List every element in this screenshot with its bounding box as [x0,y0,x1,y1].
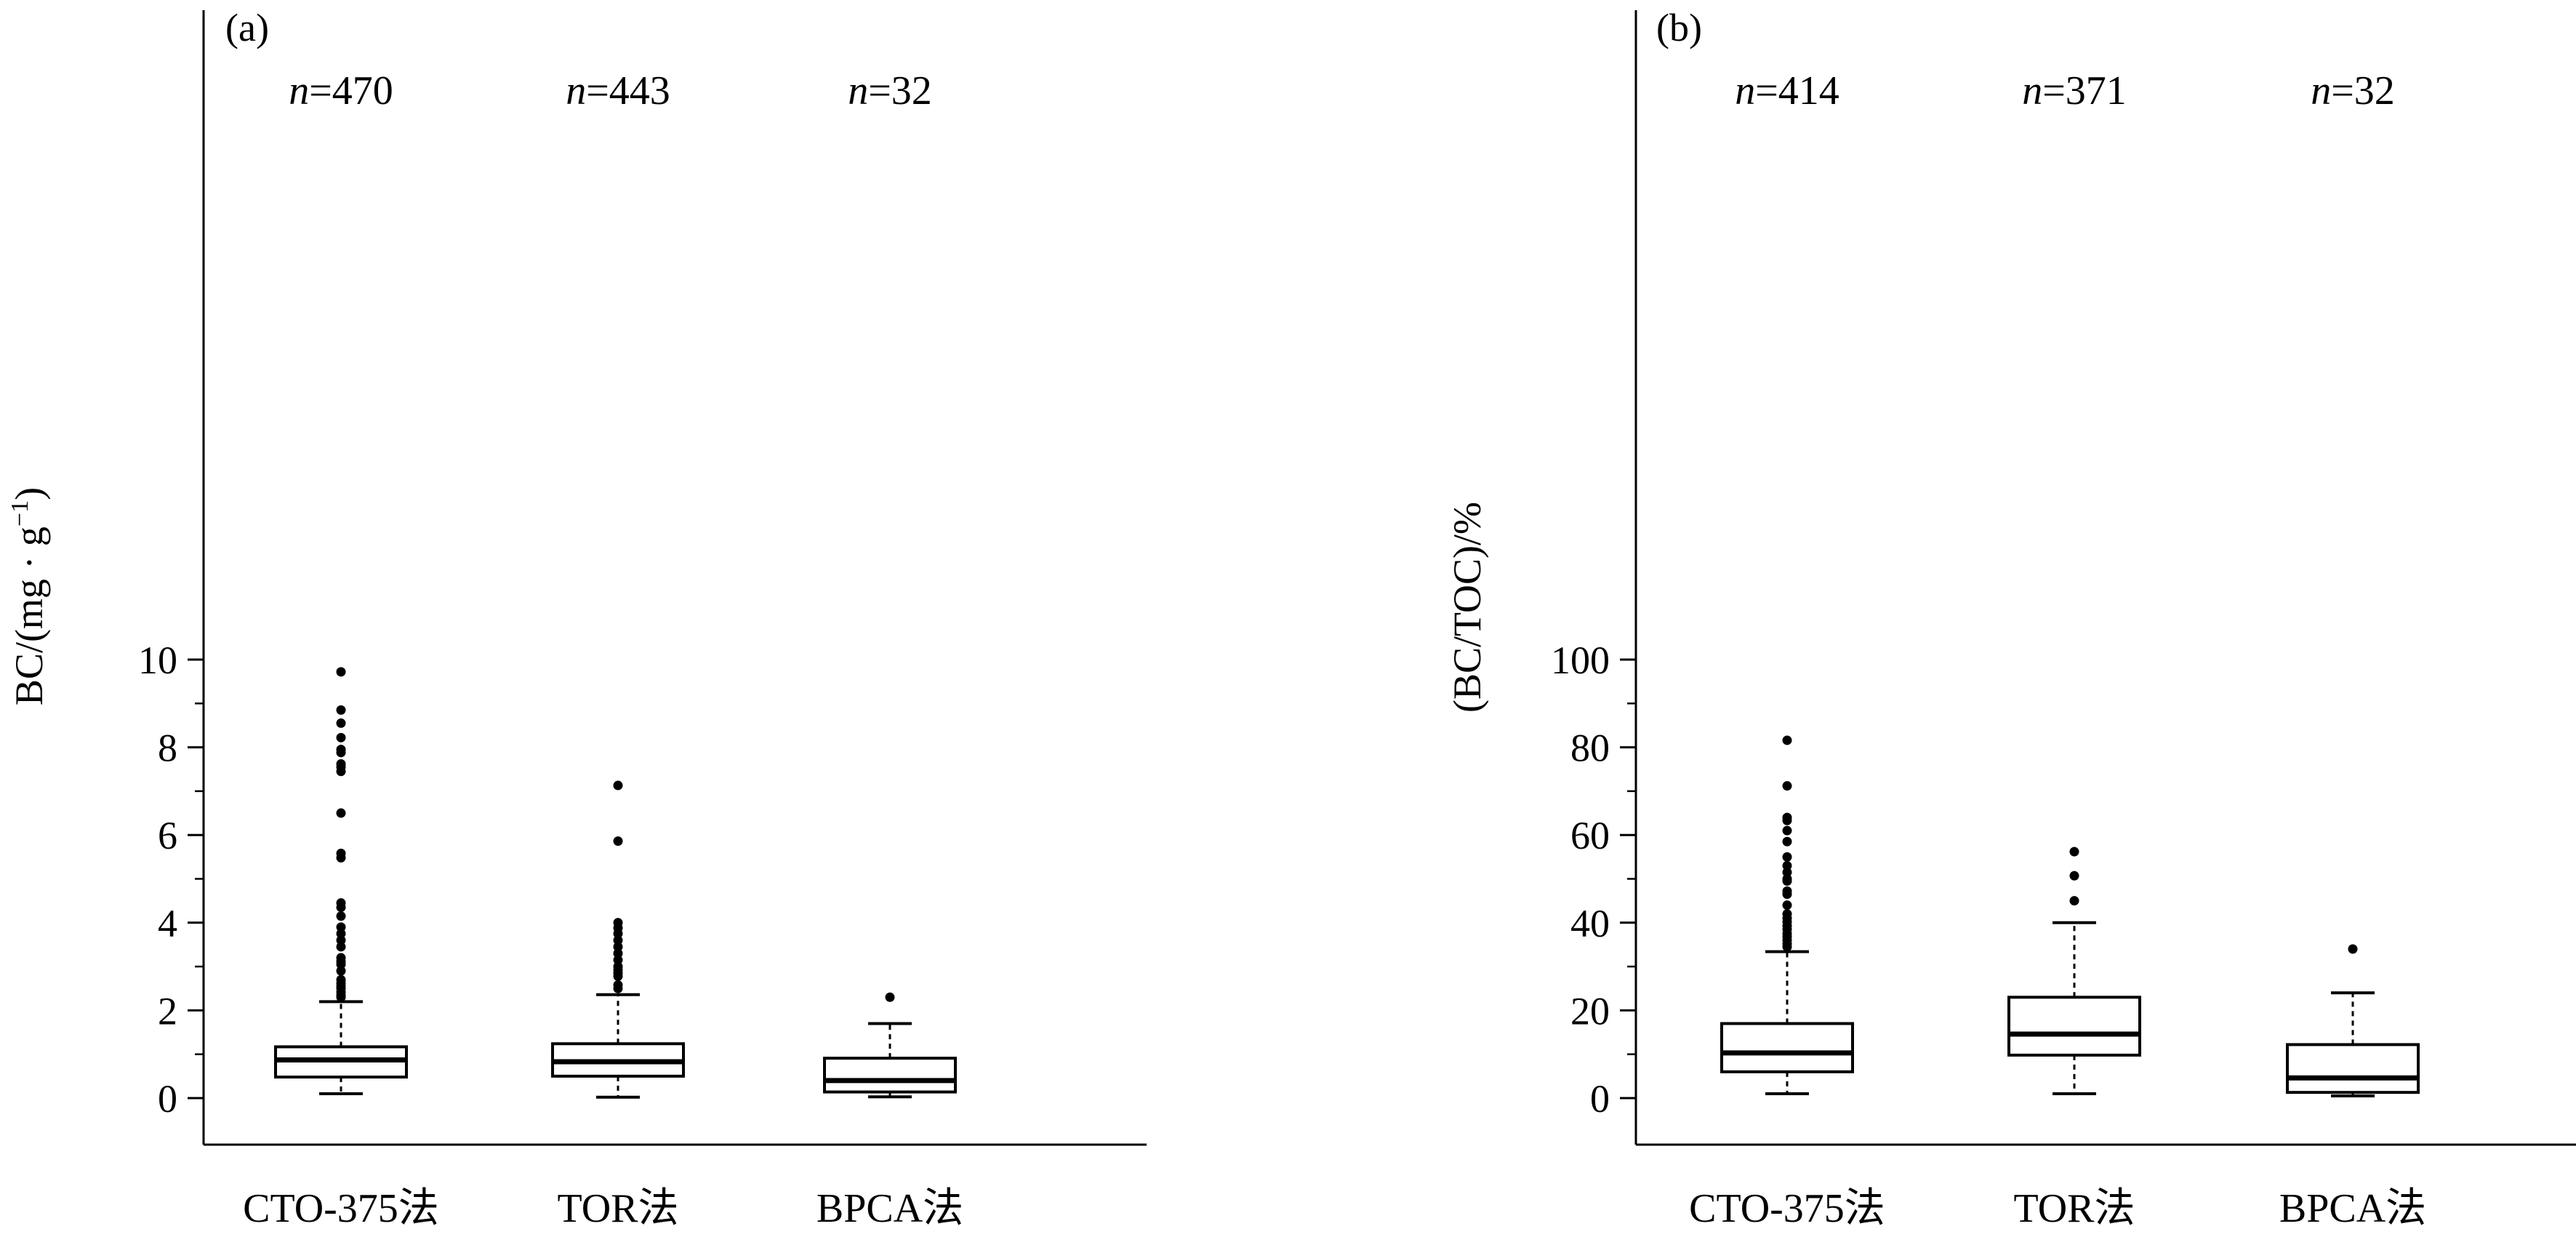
outlier-point-a-0-15 [336,911,346,921]
outlier-point-b-1-2 [2069,846,2079,857]
outlier-point-a-0-19 [336,849,346,859]
outlier-point-a-2-0 [885,992,895,1002]
outlier-point-a-0-12 [336,935,346,945]
outlier-point-b-0-19 [1782,825,1792,836]
outlier-point-b-0-15 [1782,867,1792,877]
y-tick-label-b-4: 80 [1570,726,1610,770]
outlier-point-a-0-26 [336,732,346,742]
outlier-point-a-0-13 [336,929,346,939]
outlier-point-b-0-10 [1782,900,1792,910]
outlier-point-b-0-12 [1782,886,1792,896]
box-b-2 [2286,1043,2420,1094]
panel-a: (a) BC/(mg · g−1) 0 2 4 6 8 10 n=470 n=443 n=… [7,6,1147,1231]
outlier-point-a-0-23 [336,759,346,769]
outlier-point-a-1-12 [613,918,623,928]
y-tick-label-a-5: 10 [138,638,177,682]
n-labels-b: n=414 n=371 n=32 [1735,68,2395,113]
outlier-point-a-0-27 [336,718,346,728]
y-axis-label-b: (BC/TOC)/% [1445,502,1489,713]
y-tick-label-b-5: 100 [1551,638,1610,682]
outlier-point-a-0-29 [336,667,346,677]
n-labels-a: n=470 n=443 n=32 [289,68,932,113]
n-label-a-0: n=470 [289,68,393,113]
boxes-b [1720,735,2420,1097]
y-tick-label-a-1: 2 [158,989,177,1033]
y-axis-label-a: BC/(mg · g−1) [7,487,51,705]
n-label-a-1: n=443 [566,68,670,113]
outlier-point-a-0-6 [336,974,346,985]
outlier-point-a-0-28 [336,705,346,715]
outlier-point-b-1-1 [2069,870,2079,881]
boxes-a [274,667,957,1099]
outlier-point-a-0-14 [336,922,346,932]
box-b-0 [1720,1022,1854,1073]
y-tick-label-a-2: 4 [158,902,177,945]
n-label-b-2: n=32 [2311,68,2395,113]
category-label-a-2: BPCA法 [816,1186,963,1231]
box-b-1 [2007,996,2141,1057]
outlier-point-b-0-14 [1782,874,1792,884]
category-label-a-1: TOR法 [558,1186,679,1231]
outlier-point-a-1-7 [613,948,623,958]
category-label-b-1: TOR法 [2014,1186,2135,1231]
category-label-b-2: BPCA法 [2279,1186,2426,1231]
outlier-point-b-1-0 [2069,896,2079,906]
box-a-2 [823,1057,957,1094]
outlier-point-b-0-22 [1782,781,1792,791]
outlier-point-b-0-18 [1782,836,1792,846]
outlier-point-a-0-20 [336,808,346,818]
outlier-point-a-0-17 [336,898,346,908]
y-tick-label-b-0: 0 [1590,1077,1610,1121]
outlier-point-b-0-16 [1782,860,1792,870]
panel-label-b: (b) [1656,6,1702,49]
outlier-point-a-1-14 [613,780,623,790]
n-label-b-1: n=371 [2022,68,2127,113]
outlier-point-b-2-0 [2348,944,2358,954]
ticks-b: 0 20 40 60 80 100 [1551,638,1636,1121]
outlier-point-b-0-9 [1782,909,1792,919]
outlier-point-a-1-9 [613,935,623,945]
panel-label-a: (a) [225,6,269,49]
outlier-point-a-0-25 [336,745,346,755]
outlier-point-b-0-23 [1782,735,1792,745]
category-label-b-0: CTO-375法 [1689,1186,1885,1231]
category-labels-a: CTO-375法 TOR法 BPCA法 [243,1186,963,1231]
outlier-point-a-0-10 [336,953,346,963]
n-label-a-2: n=32 [848,68,932,113]
outlier-point-a-1-1 [613,980,623,990]
n-label-b-0: n=414 [1735,68,1839,113]
ticks-a: 0 2 4 6 8 10 [138,638,204,1121]
outlier-point-a-1-8 [613,942,623,952]
y-tick-label-b-1: 20 [1570,989,1610,1033]
panel-b: (b) (BC/TOC)/% 0 20 40 60 80 100 n=414 n=371 … [1445,6,2576,1231]
outlier-point-a-1-5 [613,961,623,972]
y-tick-label-a-0: 0 [158,1077,177,1121]
y-tick-label-a-4: 8 [158,726,177,770]
outlier-point-b-0-17 [1782,852,1792,862]
outlier-point-b-0-21 [1782,812,1792,822]
outlier-point-a-1-6 [613,955,623,965]
category-label-a-0: CTO-375法 [243,1186,439,1231]
y-tick-label-b-3: 60 [1570,814,1610,857]
outlier-point-a-1-13 [613,836,623,846]
y-tick-label-b-2: 40 [1570,902,1610,945]
outlier-point-a-0-11 [336,942,346,952]
y-tick-label-a-3: 6 [158,814,177,857]
category-labels-b: CTO-375法 TOR法 BPCA法 [1689,1186,2426,1231]
outlier-point-a-0-7 [336,966,346,976]
